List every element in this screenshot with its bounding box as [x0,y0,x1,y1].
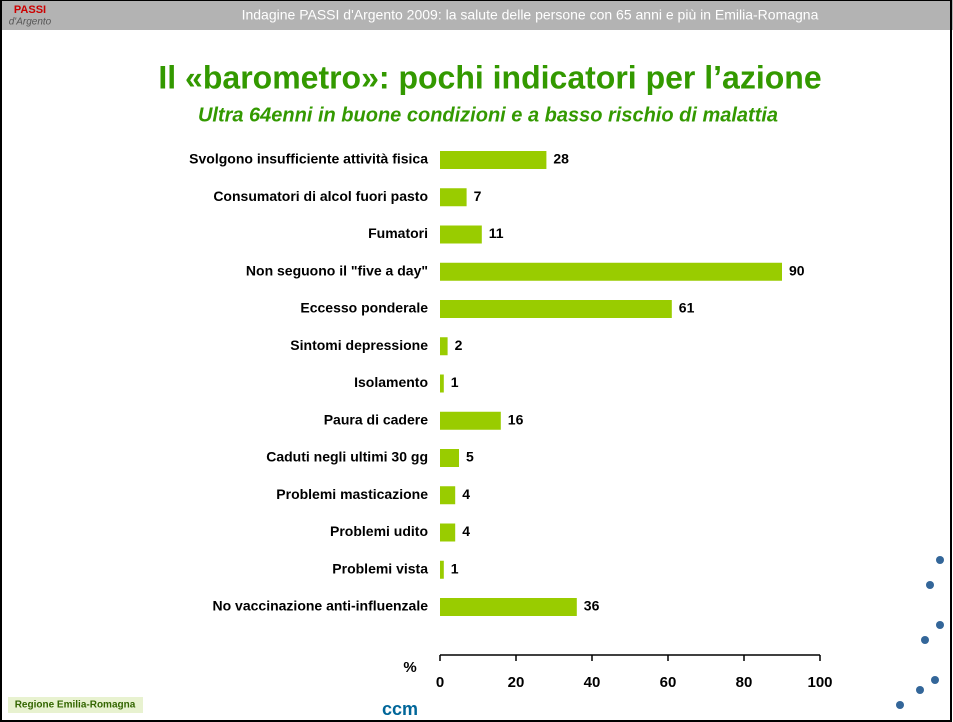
x-tick-label: 20 [508,674,525,691]
x-tick-label: 100 [807,674,832,691]
bar [440,225,482,244]
category-label: Problemi vista [332,560,428,576]
value-label: 11 [489,225,504,241]
value-label: 36 [584,598,600,614]
x-tick-label: 80 [736,674,753,691]
value-label: 1 [451,374,459,390]
logo-text: PASSI [14,4,46,16]
value-label: 28 [553,151,569,167]
bar [440,411,501,430]
logo-box [8,697,143,713]
logo-text: Regione Emilia-Romagna [15,700,136,711]
chart-subtitle: Ultra 64enni in buone condizioni e a bas… [198,104,778,126]
value-label: 1 [451,560,459,576]
category-label: Paura di cadere [324,411,428,427]
value-label: 4 [462,486,470,502]
logo-text: ccm [382,699,418,719]
bar [440,188,467,207]
bar [440,151,547,169]
value-label: 16 [508,411,524,427]
category-label: Sintomi depressione [290,337,428,353]
value-label: 2 [455,337,463,353]
value-label: 90 [789,262,805,278]
bar [440,337,448,356]
x-tick-label: 40 [584,674,601,691]
chart-title: Il «barometro»: pochi indicatori per l’a… [158,59,821,95]
category-label: No vaccinazione anti-influenzale [213,598,429,614]
bar [440,374,444,393]
header-text: Indagine PASSI d'Argento 2009: la salute… [242,7,819,23]
bar [440,560,444,579]
category-label: Caduti negli ultimi 30 gg [266,449,428,465]
value-label: 4 [462,523,470,539]
category-label: Fumatori [368,225,428,241]
category-label: Svolgono insufficiente attività fisica [189,151,428,167]
axis-label: % [403,659,416,676]
value-label: 7 [474,188,482,204]
logo-text: d'Argento [9,17,52,28]
bar [440,449,459,467]
category-label: Consumatori di alcol fuori pasto [213,188,428,204]
bar [440,523,456,542]
category-label: Non seguono il "five a day" [246,262,428,278]
x-tick-label: 0 [436,674,444,691]
bar [440,486,456,505]
header-bar [0,0,953,30]
decor [896,556,944,709]
category-label: Problemi udito [330,523,428,539]
x-tick-label: 60 [660,674,677,691]
value-label: 5 [466,449,474,465]
bar [440,262,782,281]
bar [440,300,672,318]
category-label: Problemi masticazione [276,486,428,502]
category-label: Eccesso ponderale [300,300,428,316]
bar [440,598,577,616]
value-label: 61 [679,300,695,316]
category-label: Isolamento [354,374,428,390]
